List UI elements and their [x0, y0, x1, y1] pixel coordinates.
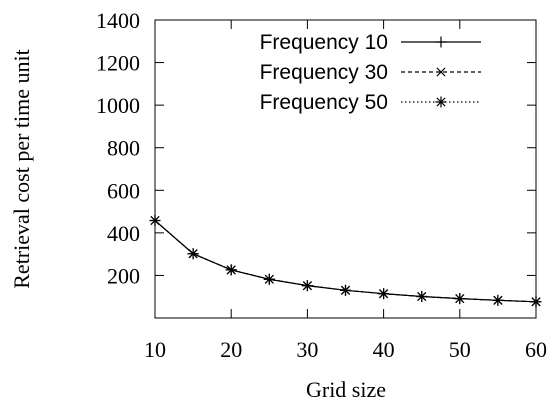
data-point-marker [492, 294, 504, 306]
data-point-marker-stroke [417, 291, 427, 302]
data-point-marker [454, 293, 466, 305]
data-point-marker [530, 296, 542, 308]
x-tick-label: 30 [296, 337, 318, 362]
y-tick-label: 1200 [96, 51, 140, 76]
y-tick-label: 400 [107, 221, 140, 246]
data-point-marker-stroke [226, 265, 236, 275]
y-axis-label: Retrieval cost per time unit [9, 49, 34, 289]
legend-marker [435, 36, 447, 48]
legend-marker-stroke [436, 97, 446, 107]
plot-frame [154, 19, 537, 319]
legend-marker [435, 96, 447, 108]
markers [149, 215, 542, 308]
data-point-marker-stroke [264, 274, 274, 284]
data-point-marker [340, 284, 351, 296]
data-point-marker-stroke [455, 294, 465, 304]
data-point-marker-stroke [150, 215, 160, 226]
data-point-marker [416, 291, 428, 303]
data-point-marker-stroke [340, 285, 351, 295]
legend-marker [436, 67, 446, 77]
y-tick-label: 600 [107, 178, 140, 203]
data-point-marker-stroke [493, 295, 503, 305]
y-tick-label: 1000 [96, 93, 140, 118]
legend-label: Frequency 50 [260, 91, 388, 114]
legend-label: Frequency 10 [260, 31, 388, 54]
x-tick-label: 40 [373, 337, 395, 362]
x-tick-label: 10 [144, 337, 166, 362]
series-line [154, 220, 537, 303]
legend-marker-stroke [436, 67, 446, 77]
data-point-marker [225, 264, 237, 276]
data-point-marker [263, 273, 275, 285]
data-point-marker-stroke [531, 297, 541, 307]
data-point-marker [301, 280, 313, 292]
legend: Frequency 10 Frequency 30 Frequency 50 [260, 31, 481, 114]
legend-label: Frequency 30 [260, 61, 388, 84]
data-point-marker-stroke [302, 281, 312, 291]
data-point-marker-stroke [188, 249, 198, 259]
y-tick-label: 200 [107, 263, 140, 288]
x-tick-label: 50 [449, 337, 471, 362]
x-axis-label: Grid size [306, 377, 386, 402]
data-point-marker-stroke [379, 289, 389, 299]
data-point-marker [187, 248, 199, 260]
x-tick-label: 20 [220, 337, 242, 362]
ticks: 10 20 30 40 50 60 200 400 600 800 1000 1200 1400 [96, 8, 547, 362]
x-tick-label: 60 [525, 337, 547, 362]
data-point-marker [149, 215, 161, 227]
data-point-marker [378, 288, 390, 300]
y-tick-label: 1400 [96, 8, 140, 33]
y-tick-label: 800 [107, 136, 140, 161]
